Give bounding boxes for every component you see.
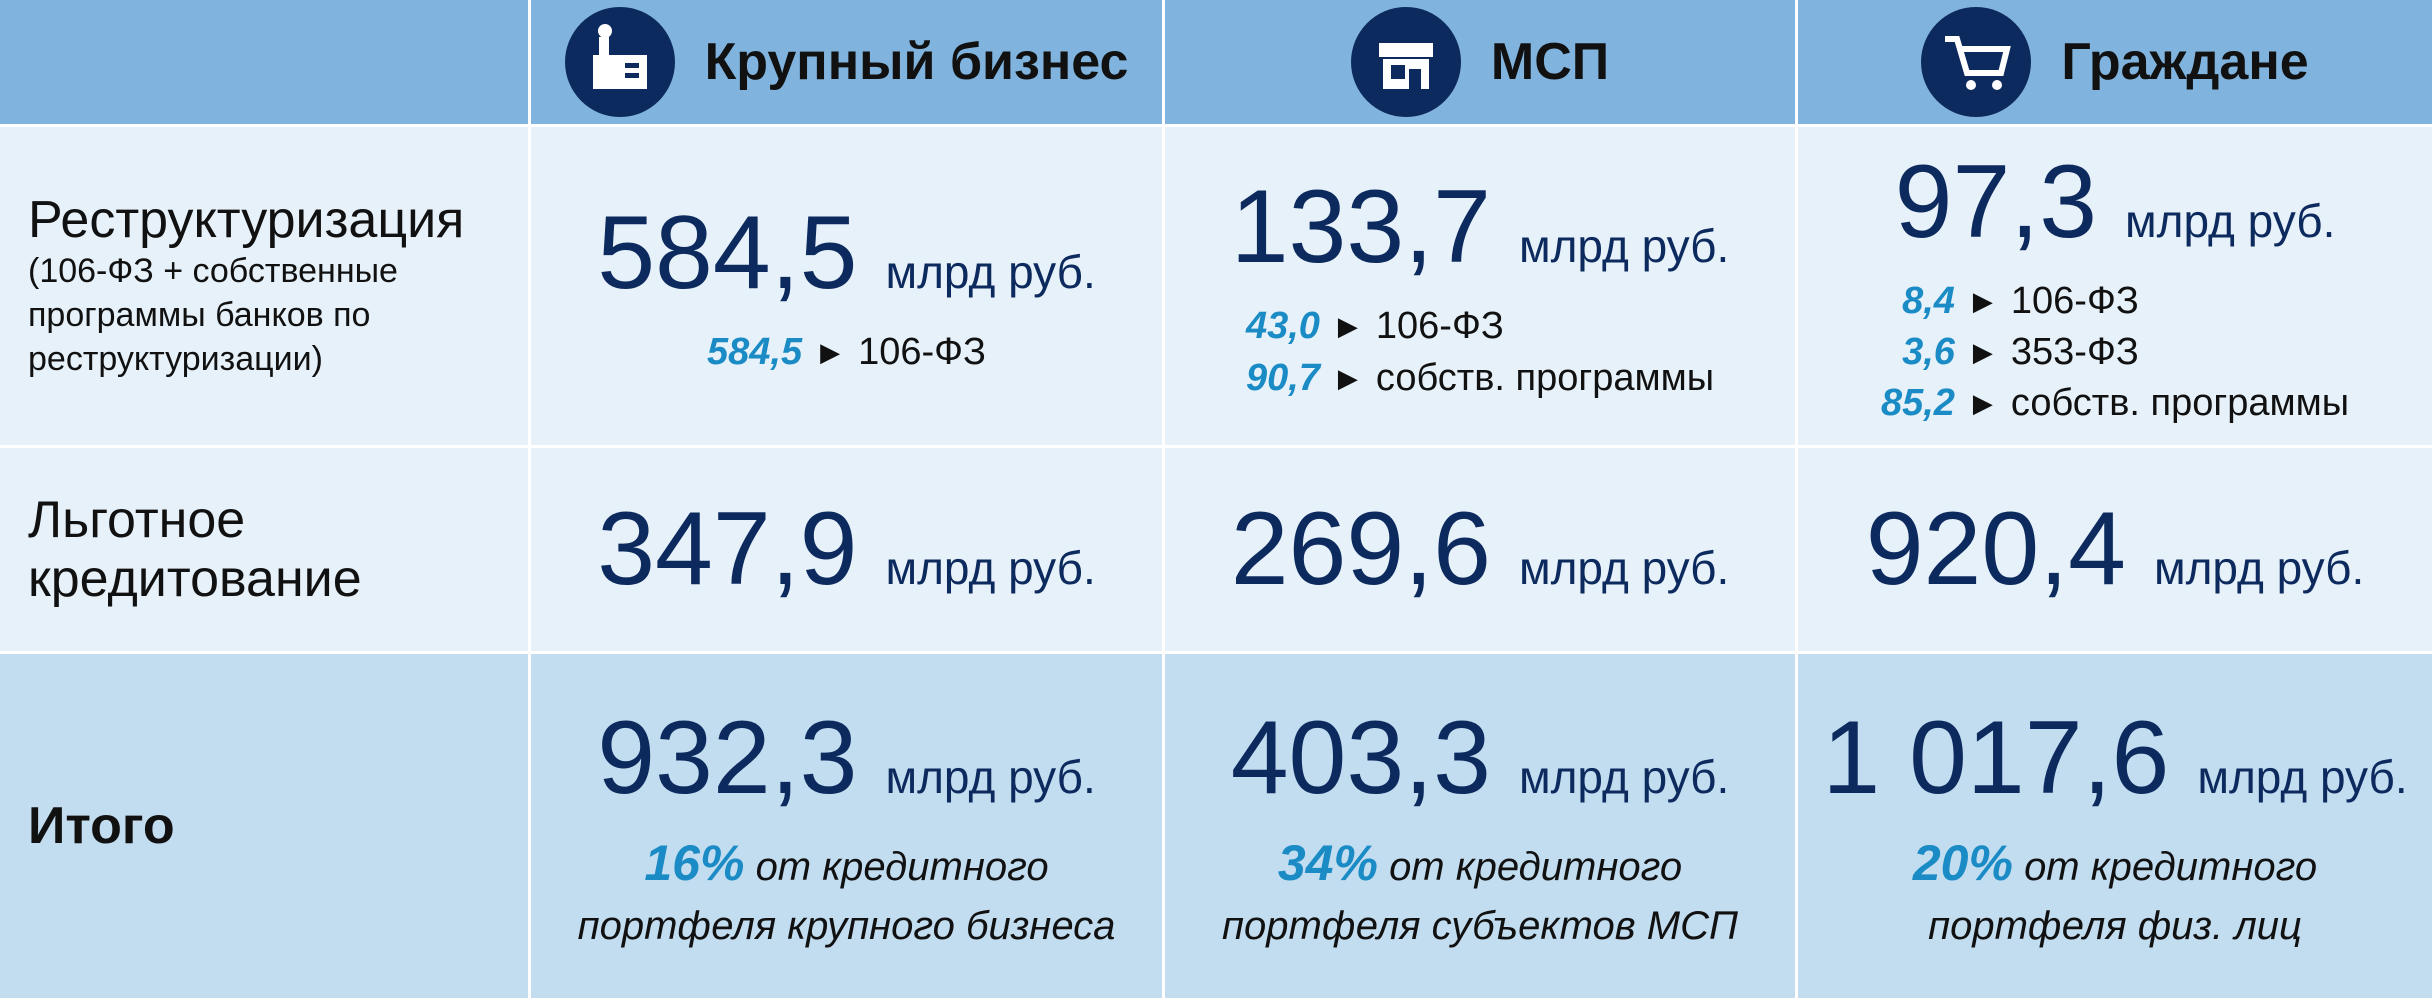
amount-value: 133,7 — [1230, 169, 1491, 286]
breakdown-value: 584,5 — [707, 330, 803, 373]
arrow: ▶ — [820, 336, 841, 367]
amount-unit: млрд руб. — [885, 750, 1096, 803]
row-title: Итого — [28, 796, 175, 855]
icon — [592, 24, 647, 89]
breakdown: 43,0 ▶ 106-ФЗ 90,7 ▶ собств. программы — [1246, 301, 1714, 404]
column-header: МСП — [1165, 0, 1795, 124]
amount: 403,3 млрд руб. — [1231, 699, 1730, 818]
share-note: 16% от кредитного портфеля крупного бизн… — [567, 828, 1127, 954]
row-label: Реструктуризация (106-ФЗ + собственные пр… — [0, 127, 528, 445]
share-text: от кредитного портфеля крупного бизнеса — [577, 844, 1116, 948]
amount-unit: млрд руб. — [1518, 542, 1730, 594]
column-title: Граждане — [2061, 33, 2309, 91]
amount: 269,6 млрд руб. — [1231, 490, 1730, 609]
value-cell: 584,5 млрд руб. 584,5 ▶ 106-ФЗ — [531, 127, 1162, 445]
row-title: Реструктуризация — [28, 190, 465, 249]
amount-unit: млрд руб. — [2197, 750, 2408, 803]
share-percent: 34% — [1277, 834, 1378, 891]
icon — [1378, 43, 1433, 89]
arrow: ▶ — [1972, 388, 1993, 419]
amount-unit: млрд руб. — [885, 542, 1096, 594]
amount: 584,5 млрд руб. — [597, 194, 1096, 313]
amount: 1 017,6 млрд руб. — [1822, 699, 2407, 818]
arrow: ▶ — [1337, 362, 1358, 393]
breakdown-value: 8,4 — [1902, 279, 1955, 322]
header-corner — [0, 0, 528, 124]
column-header: Граждане — [1798, 0, 2432, 124]
breakdown-label: 106-ФЗ — [1375, 305, 1504, 348]
value-cell: 932,3 млрд руб. 16% от кредитного портфеля… — [531, 654, 1162, 998]
value-cell: 97,3 млрд руб. 8,4 ▶ 106-ФЗ 3,6 ▶ 353-ФЗ 85,2 ▶ со… — [1798, 127, 2432, 445]
header-icon — [1350, 7, 1461, 117]
value-cell: 403,3 млрд руб. 34% от кредитного портфеля… — [1165, 654, 1795, 998]
amount-value: 403,3 — [1230, 699, 1491, 816]
breakdown-value: 85,2 — [1880, 382, 1955, 425]
amount: 920,4 млрд руб. — [1866, 490, 2365, 609]
arrow: ▶ — [1972, 336, 1993, 367]
row-label: Итого — [0, 654, 528, 998]
value-cell: 1 017,6 млрд руб. 20% от кредитного портфе… — [1798, 654, 2432, 998]
breakdown-label: 106-ФЗ — [2010, 279, 2139, 322]
amount-value: 584,5 — [597, 194, 858, 311]
column-header: Крупный бизнес — [531, 0, 1162, 124]
share-note: 34% от кредитного портфеля субъектов МСП — [1200, 828, 1760, 954]
breakdown-value: 90,7 — [1245, 356, 1320, 399]
row-label: Льготное кредитование — [0, 448, 528, 651]
amount-value: 269,6 — [1230, 491, 1491, 607]
amount-unit: млрд руб. — [2125, 194, 2336, 247]
amount-unit: млрд руб. — [885, 245, 1096, 298]
amount-value: 920,4 — [1865, 491, 2126, 607]
amount-unit: млрд руб. — [2153, 542, 2365, 594]
icon — [1945, 36, 2012, 90]
amount-unit: млрд руб. — [1518, 750, 1730, 803]
breakdown: 8,4 ▶ 106-ФЗ 3,6 ▶ 353-ФЗ 85,2 ▶ собств. програм… — [1881, 276, 2349, 430]
share-note: 20% от кредитного портфеля физ. лиц — [1835, 828, 2395, 954]
breakdown-label: собств. программы — [1375, 356, 1715, 399]
amount-value: 1 017,6 — [1822, 699, 2170, 816]
breakdown-value: 3,6 — [1902, 330, 1955, 373]
value-cell: 920,4 млрд руб. — [1798, 448, 2432, 651]
amount-value: 97,3 — [1894, 143, 2098, 260]
header-icon — [1921, 7, 2032, 117]
value-cell: 347,9 млрд руб. — [531, 448, 1162, 651]
breakdown-value: 43,0 — [1245, 305, 1320, 348]
share-text: от кредитного портфеля физ. лиц — [1928, 844, 2318, 948]
amount-value: 347,9 — [597, 491, 858, 607]
amount: 932,3 млрд руб. — [597, 699, 1096, 818]
column-title: Крупный бизнес — [704, 33, 1129, 91]
row-note: (106-ФЗ + собственные программы банков п… — [28, 251, 398, 379]
amount: 133,7 млрд руб. — [1231, 168, 1730, 287]
amount: 97,3 млрд руб. — [1895, 143, 2336, 262]
breakdown-label: 106-ФЗ — [858, 330, 986, 373]
amount: 347,9 млрд руб. — [597, 490, 1096, 609]
share-percent: 20% — [1912, 834, 2013, 891]
header-icon — [564, 7, 675, 117]
amount-unit: млрд руб. — [1518, 220, 1730, 273]
breakdown-label: 353-ФЗ — [2010, 330, 2139, 373]
breakdown-label: собств. программы — [2010, 382, 2350, 425]
value-cell: 269,6 млрд руб. — [1165, 448, 1795, 651]
arrow: ▶ — [1972, 285, 1993, 316]
arrow: ▶ — [1337, 311, 1358, 342]
share-percent: 16% — [644, 834, 745, 891]
column-title: МСП — [1490, 33, 1610, 91]
amount-value: 932,3 — [597, 699, 858, 816]
share-text: от кредитного портфеля субъектов МСП — [1222, 844, 1738, 948]
row-title: Льготное кредитование — [28, 491, 362, 608]
value-cell: 133,7 млрд руб. 43,0 ▶ 106-ФЗ 90,7 ▶ собств. пр… — [1165, 127, 1795, 445]
breakdown: 584,5 ▶ 106-ФЗ — [707, 327, 986, 378]
